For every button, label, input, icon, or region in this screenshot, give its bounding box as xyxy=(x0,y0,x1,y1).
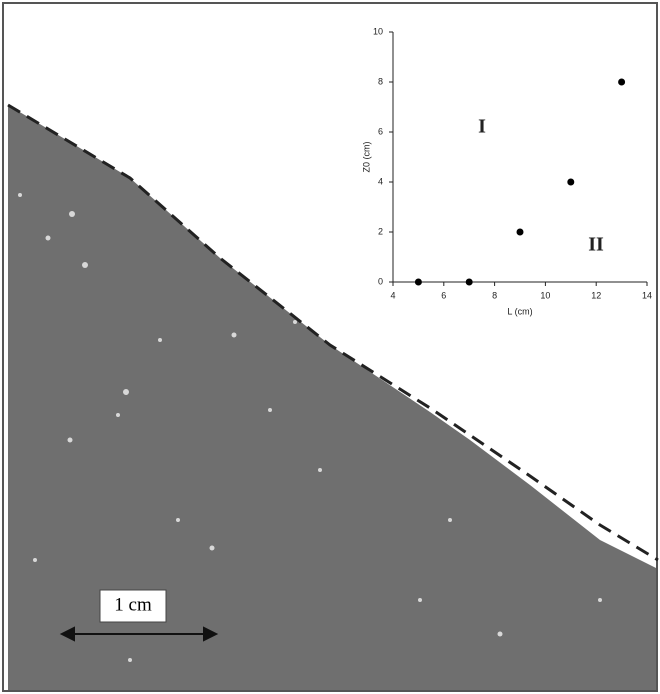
y-tick-label: 4 xyxy=(378,176,383,186)
x-axis-label: L (cm) xyxy=(507,306,532,316)
x-tick-label: 10 xyxy=(540,290,550,300)
y-tick-label: 10 xyxy=(373,26,383,36)
scale-label: 1 cm xyxy=(114,594,152,615)
page: 1 cm 0246810468101214L (cm)Z0 (cm)III ((… xyxy=(0,0,660,694)
data-point xyxy=(466,279,473,286)
y-axis-label: Z0 (cm) xyxy=(361,142,371,173)
data-point xyxy=(618,79,625,86)
x-tick-label: 14 xyxy=(642,290,652,300)
region-label: II xyxy=(588,234,604,256)
figure: 1 cm 0246810468101214L (cm)Z0 (cm)III xyxy=(0,0,660,694)
x-tick-label: 4 xyxy=(390,290,395,300)
data-point xyxy=(517,229,524,236)
data-point xyxy=(567,179,574,186)
x-tick-label: 6 xyxy=(441,290,446,300)
y-tick-label: 6 xyxy=(378,126,383,136)
region-label: I xyxy=(478,116,486,138)
x-tick-label: 12 xyxy=(591,290,601,300)
x-tick-label: 8 xyxy=(492,290,497,300)
y-tick-label: 2 xyxy=(378,226,383,236)
y-tick-label: 8 xyxy=(378,76,383,86)
data-point xyxy=(415,279,422,286)
y-tick-label: 0 xyxy=(378,276,383,286)
